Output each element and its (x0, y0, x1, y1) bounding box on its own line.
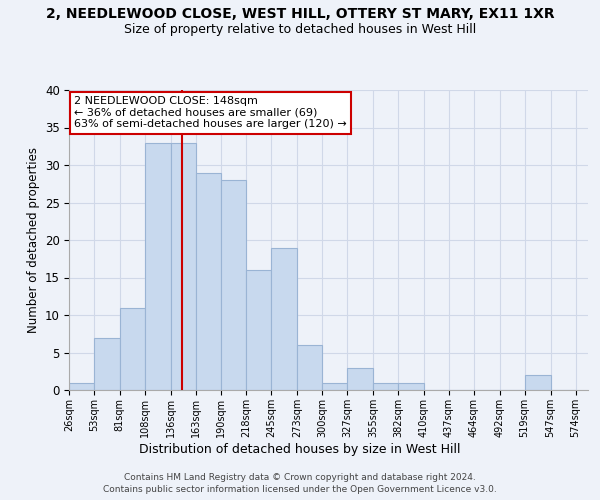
Text: Distribution of detached houses by size in West Hill: Distribution of detached houses by size … (139, 442, 461, 456)
Bar (373, 382, 398, 390)
Bar (247, 270, 271, 390)
Text: Size of property relative to detached houses in West Hill: Size of property relative to detached ho… (124, 22, 476, 36)
Bar (298, 345, 322, 390)
Text: 2, NEEDLEWOOD CLOSE, WEST HILL, OTTERY ST MARY, EX11 1XR: 2, NEEDLEWOOD CLOSE, WEST HILL, OTTERY S… (46, 8, 554, 22)
Text: Contains public sector information licensed under the Open Government Licence v3: Contains public sector information licen… (103, 485, 497, 494)
Bar (69, 382, 94, 390)
Bar (120, 308, 145, 390)
Bar (170, 142, 196, 390)
Bar (322, 382, 347, 390)
Bar (145, 142, 170, 390)
Bar (271, 248, 298, 390)
Bar (524, 375, 551, 390)
Y-axis label: Number of detached properties: Number of detached properties (26, 147, 40, 333)
Text: 2 NEEDLEWOOD CLOSE: 148sqm
← 36% of detached houses are smaller (69)
63% of semi: 2 NEEDLEWOOD CLOSE: 148sqm ← 36% of deta… (74, 96, 347, 129)
Text: Contains HM Land Registry data © Crown copyright and database right 2024.: Contains HM Land Registry data © Crown c… (124, 472, 476, 482)
Bar (347, 368, 373, 390)
Bar (94, 338, 120, 390)
Bar (221, 180, 247, 390)
Bar (398, 382, 424, 390)
Bar (196, 172, 221, 390)
